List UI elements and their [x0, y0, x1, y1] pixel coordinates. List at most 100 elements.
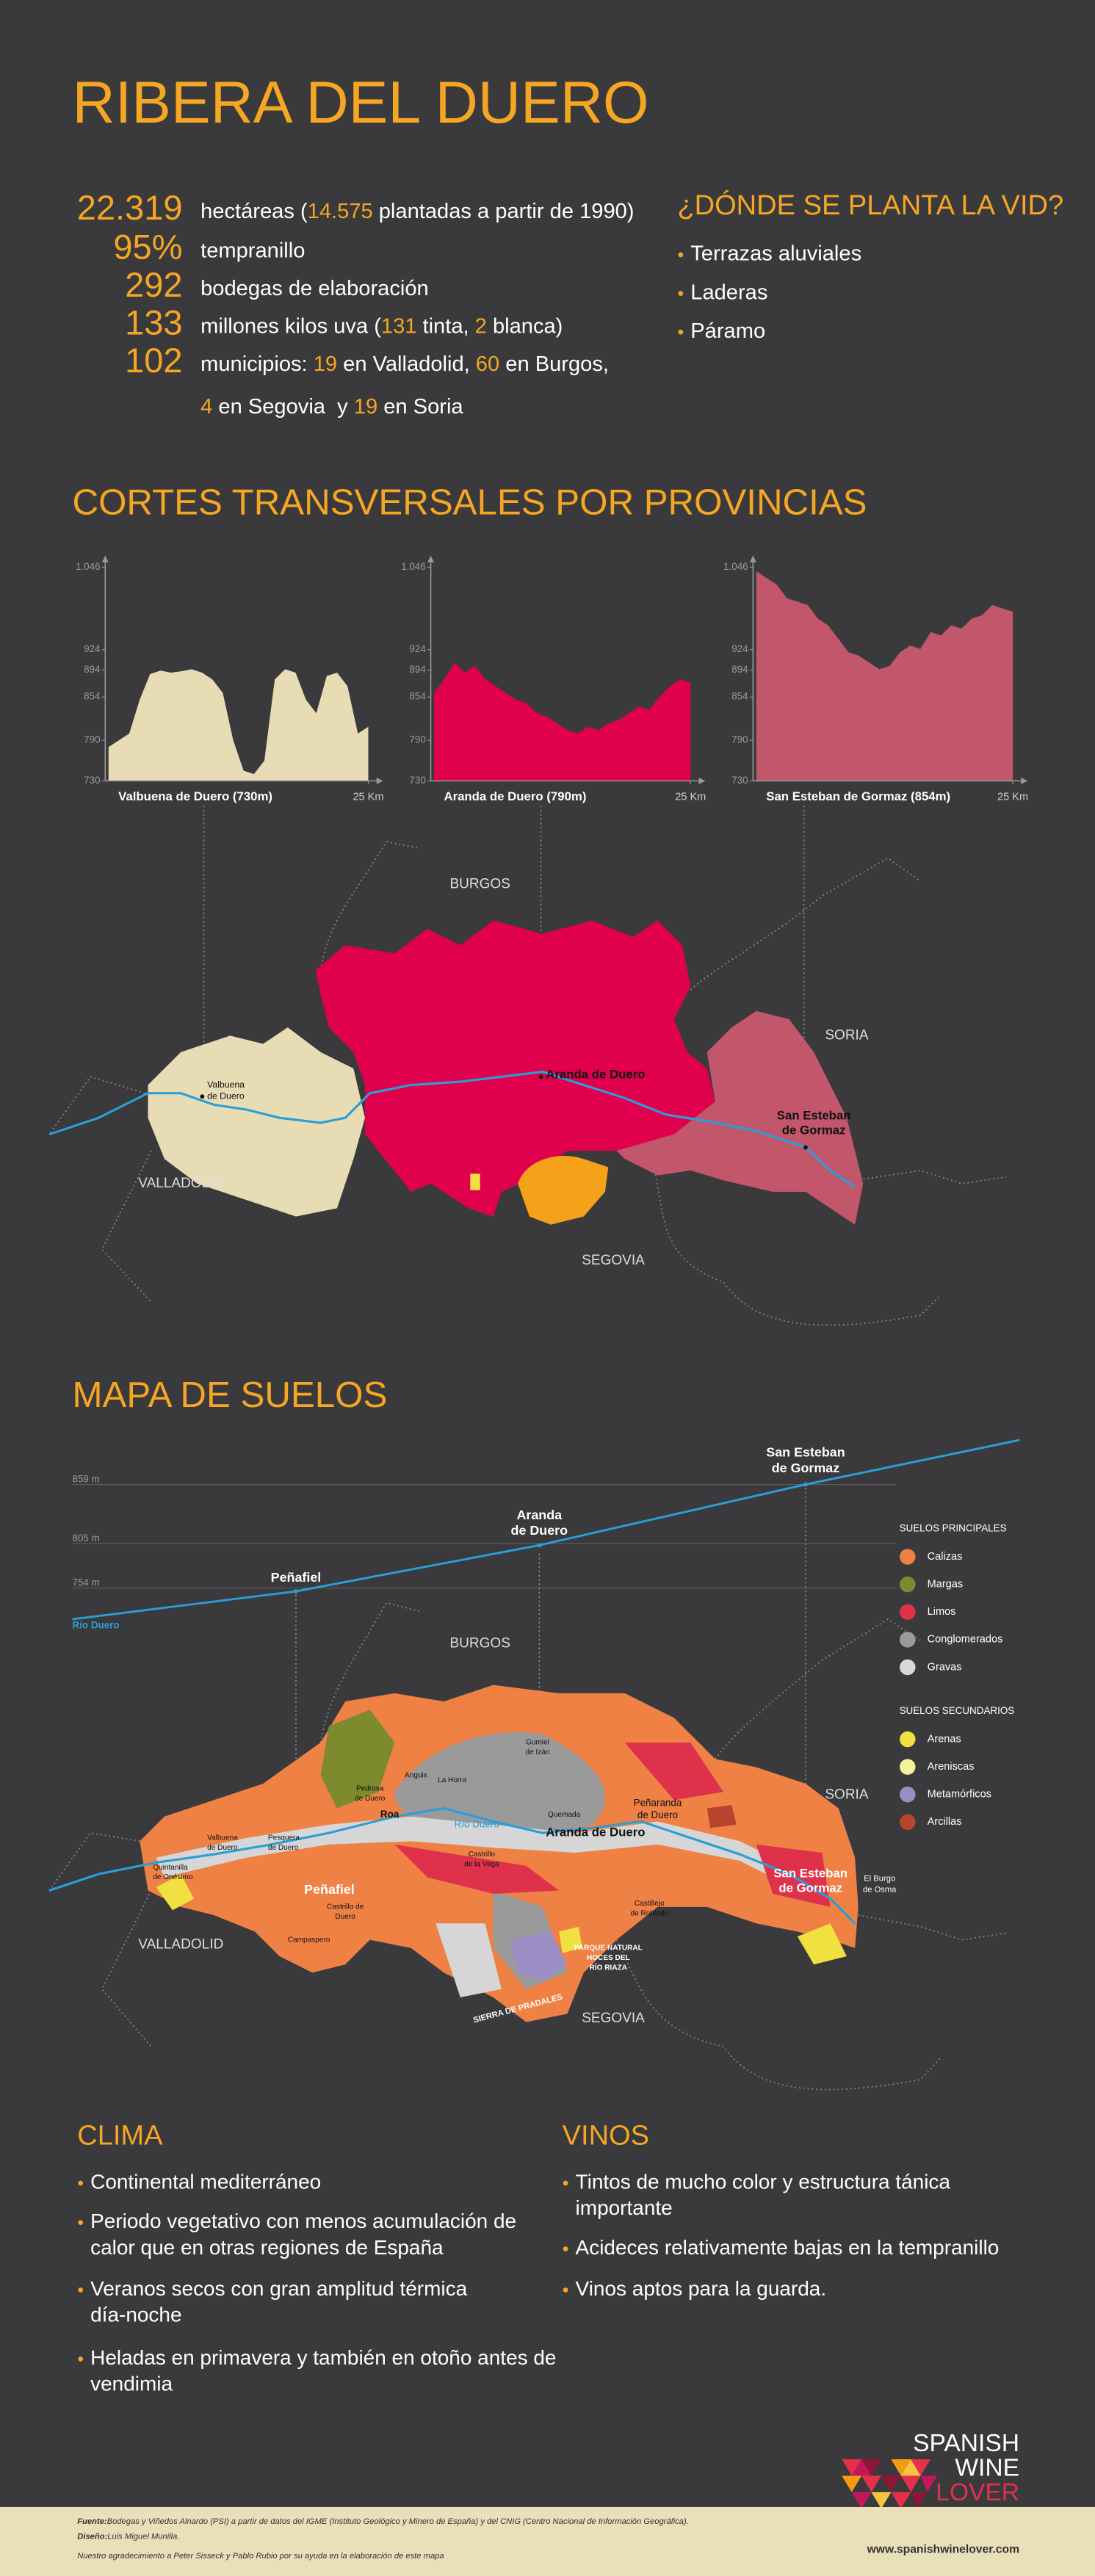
stat-segment: plantadas a partir de 1990)	[373, 199, 635, 222]
x-axis-label: San Esteban de Gormaz (854m)	[766, 789, 950, 803]
profile-area	[434, 662, 691, 781]
place-label: de Duero	[511, 1523, 568, 1538]
list-item: Heladas en primavera y también en otoño …	[90, 2346, 556, 2369]
footer-text: Luis Miguel Munilla.	[107, 2532, 179, 2541]
footer-note: Fuente:Bodegas y Viñedos Alnardo (PSI) a…	[77, 2517, 689, 2526]
y-tick-label: 924	[84, 643, 101, 654]
list-item: Páramo	[690, 319, 765, 343]
stat-accent: 60	[476, 352, 499, 376]
stat-figure: 133	[125, 303, 182, 342]
town-label: de Onésimo	[153, 1873, 193, 1881]
town-label: HOCES DEL	[587, 1954, 630, 1962]
section-title: CLIMA	[77, 2120, 163, 2151]
stat-segment: millones kilos uva (	[200, 314, 381, 338]
soil-conglomerados	[394, 1732, 605, 1989]
town-label: Aranda de Duero	[546, 1826, 645, 1839]
axis-arrow	[1021, 777, 1028, 784]
town-label: Gumiel	[526, 1739, 549, 1747]
section-title: VINOS	[563, 2120, 649, 2151]
logo-triangle	[891, 2459, 911, 2476]
province-burgos	[315, 920, 715, 1217]
bullet	[678, 252, 684, 258]
town-label: de Duero	[207, 1090, 245, 1101]
province-label: SORIA	[825, 1787, 868, 1803]
town-dot	[803, 1145, 808, 1150]
legend-title: SUELOS SECUNDARIOS	[900, 1705, 1015, 1716]
axis-arrow	[101, 555, 109, 562]
list-item: Acideces relativamente bajas en la tempr…	[576, 2236, 1000, 2259]
patch	[470, 1173, 480, 1190]
place-label: Aranda	[516, 1508, 563, 1522]
stat-accent: 2	[475, 314, 487, 338]
legend-label: Margas	[928, 1578, 964, 1590]
level-label: 754 m	[73, 1577, 100, 1588]
logo-triangle	[851, 2459, 872, 2476]
town-label: Campaspero	[288, 1936, 330, 1944]
y-tick-label: 730	[409, 775, 425, 786]
section-title: MAPA DE SUELOS	[73, 1375, 388, 1415]
legend-swatch	[900, 1659, 916, 1676]
logo-triangle	[842, 2459, 862, 2476]
river	[48, 1071, 856, 1188]
stat-segment: tinta,	[416, 314, 474, 338]
stat-text: tempranillo	[200, 239, 305, 262]
town-label: de Izán	[526, 1748, 550, 1756]
list-item: Continental mediterráneo	[90, 2170, 321, 2193]
town-label: de Osma	[863, 1885, 897, 1894]
town-label: Anguix	[405, 1771, 427, 1779]
y-tick-label: 790	[731, 734, 748, 745]
town-label: de Duero	[637, 1809, 678, 1820]
bullet	[563, 2246, 568, 2251]
stat-accent: 19	[354, 395, 377, 419]
province-map	[48, 841, 1007, 1326]
y-tick-label: 730	[84, 775, 100, 786]
stat-segment: en Burgos,	[499, 352, 609, 376]
town-label: Pesquera	[268, 1834, 300, 1842]
stat-figure: 22.319	[77, 188, 183, 227]
footer-label: Fuente:	[77, 2517, 107, 2526]
town-label: de Duero	[355, 1795, 386, 1803]
stat-segment: en Soria	[377, 395, 463, 419]
province-label: BURGOS	[450, 876, 510, 891]
footer-text: Bodegas y Viñedos Alnardo (PSI) a partir…	[107, 2517, 689, 2526]
town-label: Aranda de Duero	[546, 1068, 645, 1082]
list-item: importante	[576, 2196, 673, 2219]
title: RIBERA DEL DUERO	[73, 70, 649, 136]
town-label: San Esteban	[773, 1867, 848, 1881]
bullet	[563, 2180, 568, 2186]
town-label: Peñaranda	[634, 1797, 682, 1808]
bullet	[78, 2356, 84, 2362]
list-item: día-noche	[90, 2304, 181, 2326]
town-label: Castrillo	[469, 1850, 496, 1859]
axis-arrow	[427, 555, 435, 562]
province-label: SEGOVIA	[582, 1253, 645, 1268]
stat-segment: bodegas de elaboración	[200, 277, 429, 300]
y-tick-label: 894	[84, 664, 101, 675]
list-item: Laderas	[690, 281, 767, 304]
bullet	[78, 2220, 84, 2226]
y-tick-label: 1.046	[76, 561, 101, 572]
soil-arcillas	[706, 1805, 737, 1828]
town-label: de Robledo	[631, 1909, 669, 1917]
list-item: Tintos de mucho color y estructura tánic…	[576, 2170, 951, 2193]
place-dot	[803, 1482, 808, 1487]
y-tick-label: 730	[731, 775, 748, 786]
legend-label: Metamórficos	[928, 1789, 991, 1801]
stat-text: bodegas de elaboración	[200, 277, 429, 300]
stat-segment: hectáreas (	[200, 199, 308, 222]
logo-triangle	[842, 2475, 862, 2492]
river-label: Río Duero	[73, 1620, 120, 1631]
stat-segment: en Segovia y	[212, 395, 353, 419]
x-axis-label: Valbuena de Duero (730m)	[118, 789, 272, 803]
bullet	[563, 2287, 568, 2293]
profile-area	[108, 669, 369, 781]
logo-triangle	[871, 2492, 892, 2509]
footer-url: www.spanishwinelover.com	[867, 2543, 1019, 2555]
town-dot	[200, 1094, 205, 1099]
province-label: SEGOVIA	[582, 2011, 645, 2026]
level-label: 859 m	[73, 1473, 100, 1484]
town-dot	[538, 1074, 543, 1079]
y-tick-label: 894	[409, 664, 426, 675]
list-item: vendimia	[90, 2373, 173, 2395]
town-label: Valbuena	[207, 1834, 238, 1842]
